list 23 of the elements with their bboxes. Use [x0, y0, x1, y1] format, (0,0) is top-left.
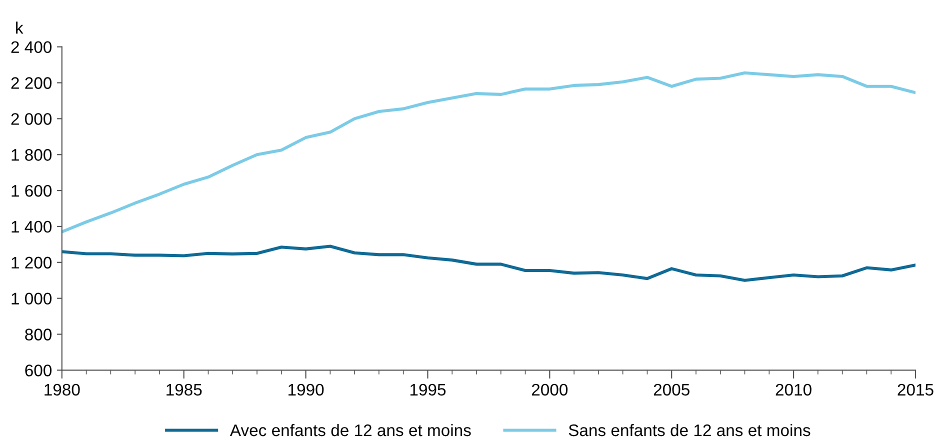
- y-tick-label: 800: [25, 328, 52, 340]
- y-tick-label: 2 200: [11, 77, 52, 89]
- x-tick-label: 2010: [776, 384, 812, 396]
- y-axis-title: k: [16, 22, 24, 34]
- x-tick-label: 2000: [532, 384, 568, 396]
- x-tick-label: 2015: [898, 384, 934, 396]
- y-tick-label: 1 800: [12, 149, 52, 161]
- legend-label: Avec enfants de 12 ans et moins: [230, 424, 471, 436]
- y-tick-label: 1 600: [12, 184, 52, 197]
- x-tick-label: 1985: [166, 384, 202, 396]
- x-tick-label: 1980: [44, 384, 80, 396]
- y-tick-label: 1 000: [12, 292, 52, 305]
- y-tick-label: 1 400: [12, 220, 52, 233]
- line-series: [62, 71, 916, 234]
- x-tick-label: 1990: [288, 384, 324, 396]
- y-tick-label: 1 200: [12, 256, 52, 269]
- legend-label: Sans enfants de 12 ans et moins: [568, 424, 810, 436]
- y-tick-label: 2 400: [11, 41, 52, 54]
- x-tick-label: 1995: [410, 384, 446, 396]
- x-tick-label: 2005: [654, 384, 690, 396]
- y-tick-label: 2 000: [11, 113, 52, 125]
- line-series: [62, 244, 916, 282]
- y-tick-label: 600: [25, 364, 52, 376]
